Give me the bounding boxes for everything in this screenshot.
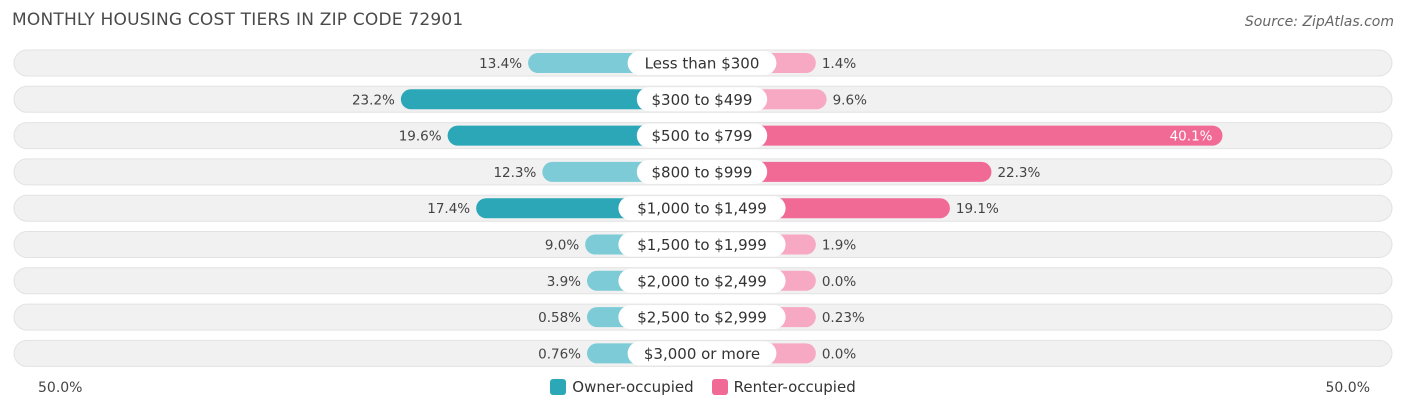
renter-value-label: 0.0% [822,346,856,362]
category-pill [618,268,786,293]
owner-bar [400,89,702,110]
category-pill [618,196,786,221]
legend-label-renter: Renter-occupied [733,378,856,396]
owner-value-label: 9.0% [545,238,579,254]
category-pill [618,232,786,257]
chart-title: MONTHLY HOUSING COST TIERS IN ZIP CODE 7… [12,10,464,30]
legend-item-owner[interactable]: Owner-occupied [550,378,694,396]
category-label: $2,000 to $2,499 [637,272,767,290]
legend: Owner-occupied Renter-occupied [0,378,1406,396]
axis-right-label: 50.0% [1325,380,1370,396]
category-pill [636,159,768,184]
renter-bar [702,125,1223,146]
legend-swatch-owner [550,379,567,395]
category-label: $500 to $799 [652,127,753,145]
chart-source: Source: ZipAtlas.com [1244,14,1394,30]
category-pill [636,123,768,148]
category-label: $300 to $499 [652,91,753,109]
renter-value-label: 22.3% [997,165,1040,181]
category-label: $3,000 or more [644,345,760,363]
renter-value-label: 19.1% [956,201,999,217]
category-label: $2,500 to $2,999 [637,309,767,327]
diverging-bar-chart: Less than $300 13.4% 1.4% $300 to $499 23.2%… [13,49,1393,367]
owner-value-label: 12.3% [493,165,536,181]
category-label: $1,000 to $1,499 [637,200,767,218]
category-label: Less than $300 [645,55,760,73]
category-pill [636,87,768,112]
category-pill [618,305,786,330]
category-label: $1,500 to $1,999 [637,236,767,254]
renter-bar [702,161,992,182]
renter-value-label: 0.23% [822,310,865,326]
renter-value-label: 0.0% [822,274,856,290]
owner-value-label: 0.76% [538,346,581,362]
owner-value-label: 23.2% [352,92,395,108]
legend-item-renter[interactable]: Renter-occupied [711,378,856,396]
renter-value-label: 40.1% [1170,129,1213,145]
axis-left-label: 50.0% [38,380,83,396]
owner-value-label: 17.4% [427,201,470,217]
legend-label-owner: Owner-occupied [572,378,694,396]
owner-value-label: 13.4% [479,56,522,72]
owner-value-label: 3.9% [547,274,581,290]
owner-value-label: 19.6% [399,129,442,145]
category-label: $800 to $999 [652,163,753,181]
legend-swatch-renter [711,379,728,395]
category-pill [627,341,777,366]
renter-value-label: 1.4% [822,56,856,72]
renter-value-label: 1.9% [822,238,856,254]
category-pill [627,51,777,75]
owner-value-label: 0.58% [538,310,581,326]
renter-value-label: 9.6% [833,92,867,108]
